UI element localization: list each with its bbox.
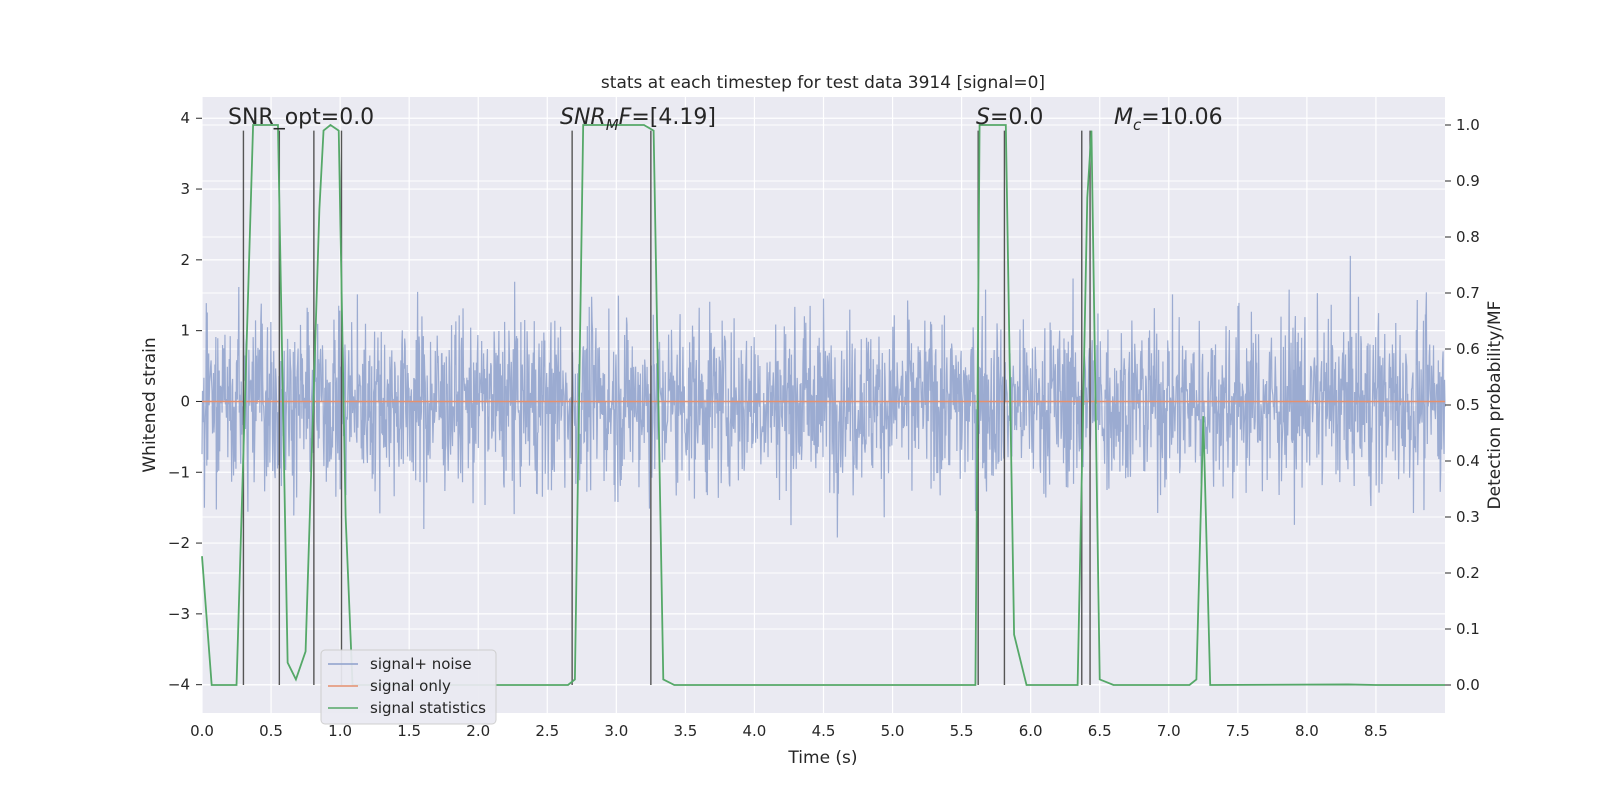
- snr-opt-annotation: SNR_opt=0.0: [228, 105, 374, 130]
- x-tick-label: 7.0: [1157, 722, 1181, 740]
- y-tick-label: 1: [180, 322, 190, 340]
- signal-statistics-line: [201, 123, 1445, 686]
- y2-tick-label: 0.8: [1456, 228, 1480, 246]
- legend-label-signal-only: signal only: [370, 677, 451, 695]
- snr-mf-annotation: SNRMF=[4.19]: [560, 105, 716, 134]
- x-tick-label: 4.0: [743, 722, 767, 740]
- x-tick-label: 0.0: [190, 722, 214, 740]
- x-tick-label: 7.5: [1226, 722, 1250, 740]
- x-tick-label: 1.0: [328, 722, 352, 740]
- x-tick-label: 6.0: [1019, 722, 1043, 740]
- y2-tick-label: 1.0: [1456, 116, 1480, 134]
- x-tick-label: 3.5: [673, 722, 697, 740]
- x-tick-label: 0.5: [259, 722, 283, 740]
- x-tick-label: 3.0: [604, 722, 628, 740]
- y2-tick-label: 0.3: [1456, 508, 1480, 526]
- y2-axis-label: Detection probability/MF: [1485, 301, 1505, 510]
- x-tick-label: 5.0: [881, 722, 905, 740]
- x-tick-label: 1.5: [397, 722, 421, 740]
- tick-labels: 0.0 0.5 1.0 1.5 2.0 2.5 3.0 3.5 4.0 4.5 5.0 5.5 6.0 6…: [168, 109, 1480, 740]
- x-tick-label: 5.5: [950, 722, 974, 740]
- y-tick-label: 0: [180, 392, 190, 410]
- y-tick-label: 2: [180, 251, 190, 269]
- y2-tick-label: 0.7: [1456, 284, 1480, 302]
- s-annotation: S=0.0: [976, 105, 1043, 130]
- y2-tick-label: 0.6: [1456, 340, 1480, 358]
- y-tick-label: 3: [180, 180, 190, 198]
- x-tick-label: 8.5: [1364, 722, 1388, 740]
- x-tick-label: 2.5: [535, 722, 559, 740]
- legend-box: [320, 649, 497, 725]
- vertical-markers: [242, 130, 1091, 685]
- legend-label-signal-statistics: signal statistics: [370, 699, 486, 717]
- y-tick-label: −1: [168, 463, 190, 481]
- x-tick-label: 4.5: [812, 722, 836, 740]
- y2-tick-label: 0.1: [1456, 620, 1480, 638]
- y2-tick-label: 0.0: [1456, 676, 1480, 694]
- x-tick-label: 2.0: [466, 722, 490, 740]
- signal-noise-line: [201, 255, 1446, 538]
- legend: signal+ noise signal only signal statist…: [320, 649, 497, 725]
- annotations: SNR_opt=0.0 SNRMF=[4.19] S=0.0 Mc=10.06: [228, 105, 1223, 134]
- y-axis-label: Whitened strain: [140, 337, 160, 472]
- signal-noise-series: [201, 255, 1446, 538]
- y-tick-label: 4: [180, 109, 190, 127]
- y2-tick-label: 0.2: [1456, 564, 1480, 582]
- x-tick-label: 6.5: [1088, 722, 1112, 740]
- y-tick-label: −4: [168, 676, 190, 694]
- x-axis-label: Time (s): [787, 748, 857, 768]
- y2-tick-label: 0.9: [1456, 172, 1480, 190]
- legend-label-signal-noise: signal+ noise: [370, 655, 472, 673]
- mc-annotation: Mc=10.06: [1114, 105, 1223, 134]
- y-tick-label: −3: [168, 605, 190, 623]
- chart-title: stats at each timestep for test data 391…: [601, 73, 1045, 93]
- x-tick-label: 8.0: [1295, 722, 1319, 740]
- y2-tick-label: 0.5: [1456, 396, 1480, 414]
- signal-statistics-series: [201, 123, 1445, 686]
- y2-tick-label: 0.4: [1456, 452, 1480, 470]
- y-tick-label: −2: [168, 534, 190, 552]
